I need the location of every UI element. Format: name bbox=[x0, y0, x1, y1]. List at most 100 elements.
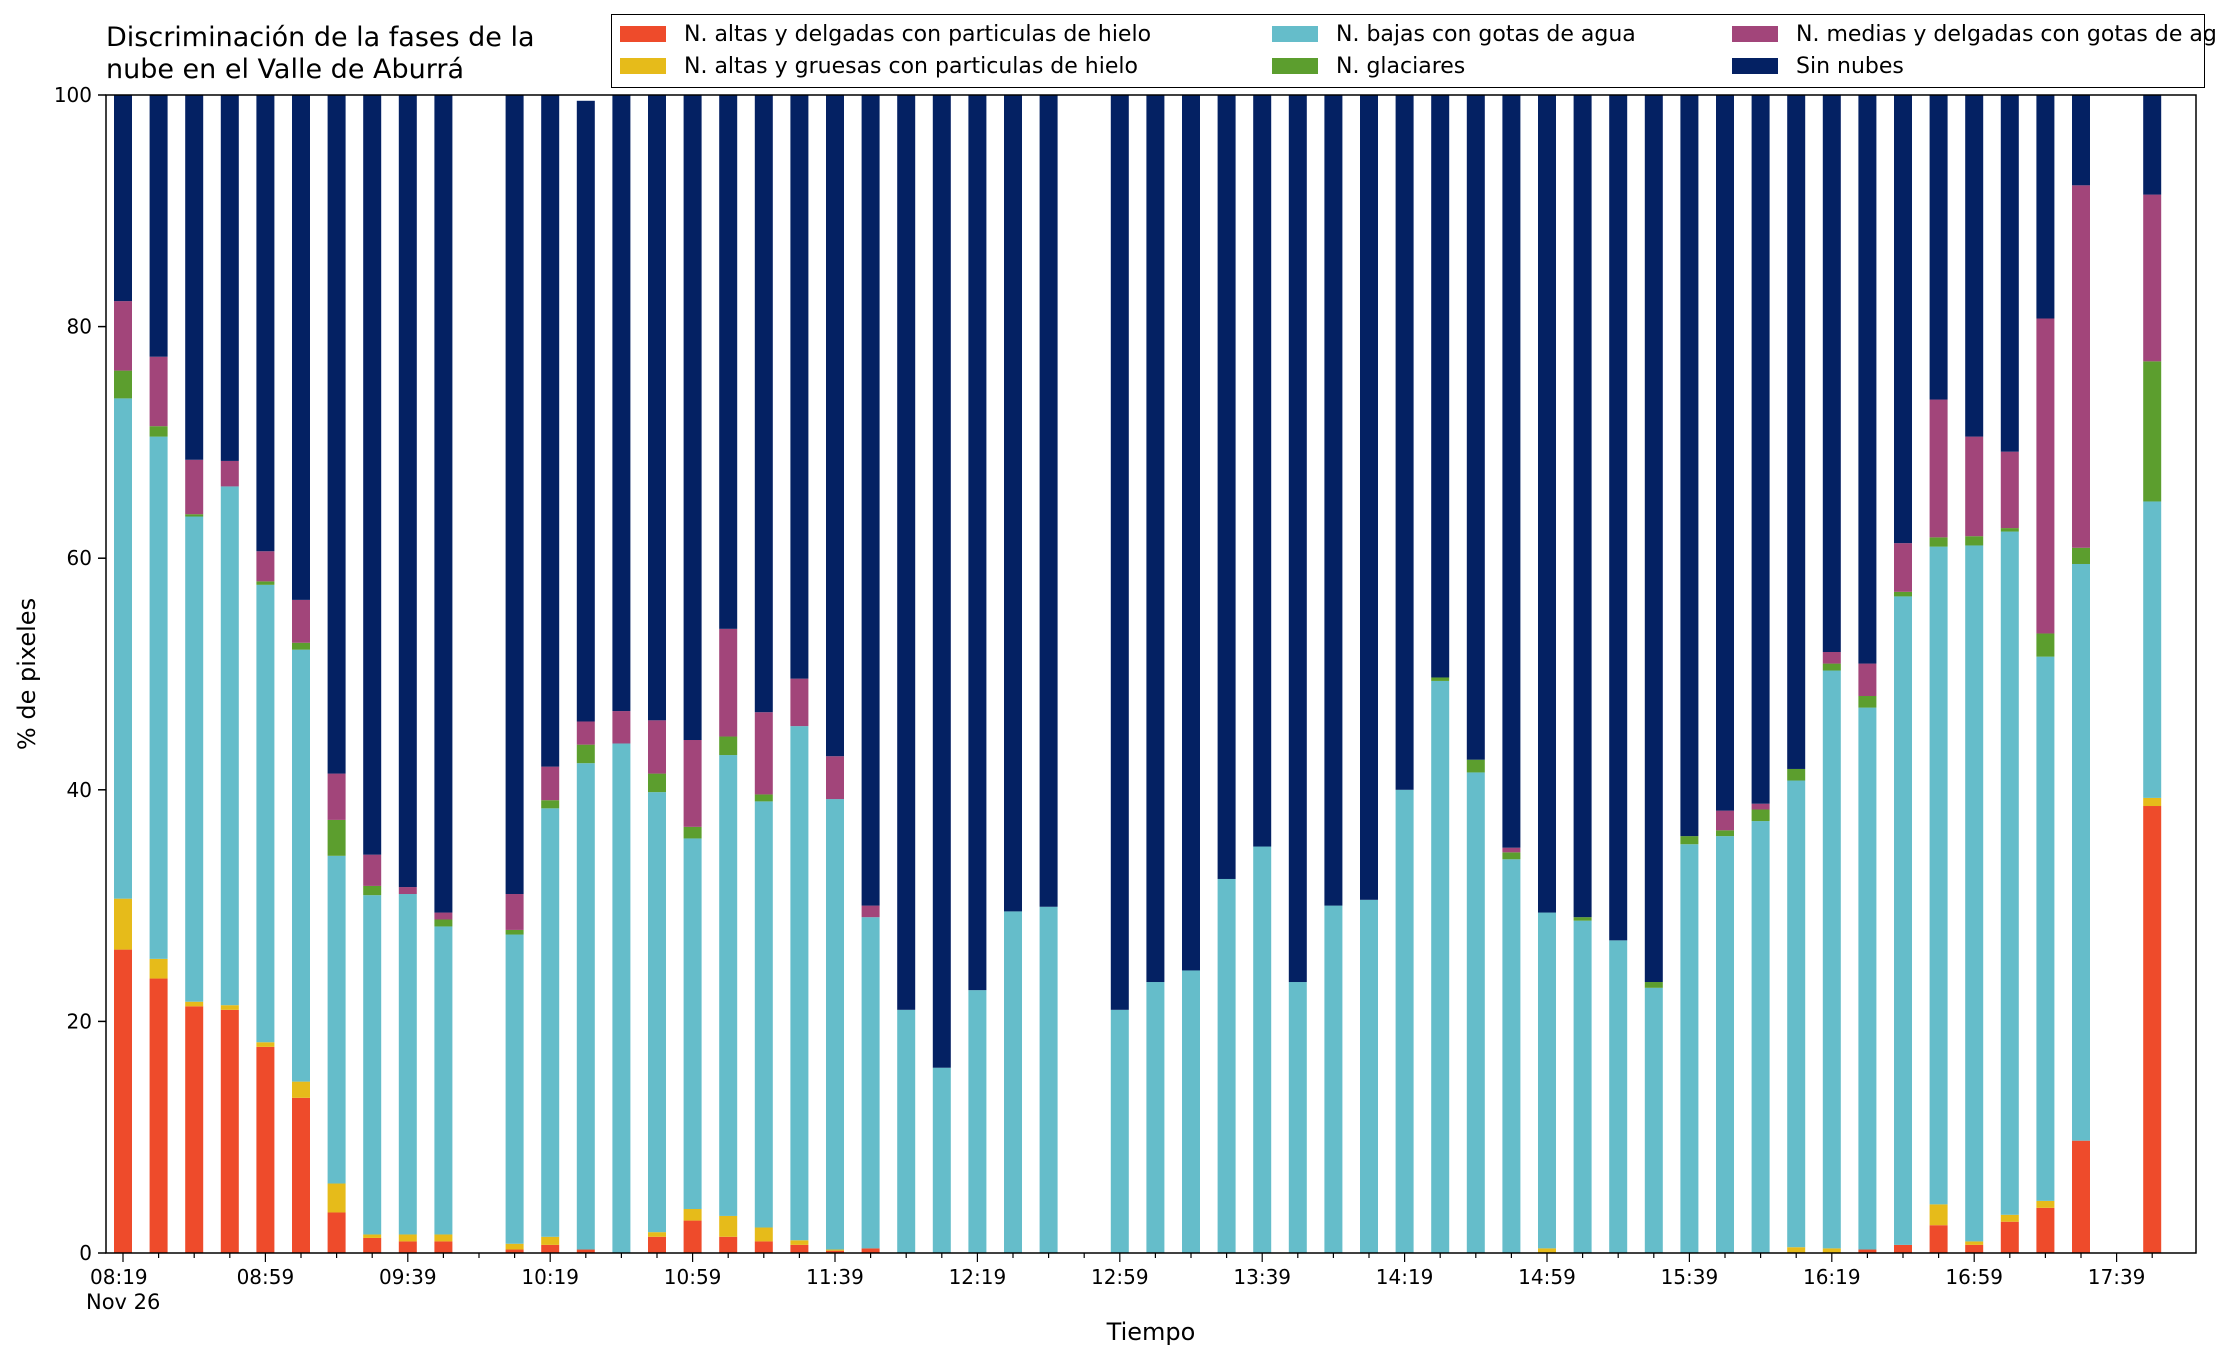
bar-segment-s4-t6 bbox=[327, 773, 346, 820]
bar-segment-s2-t50 bbox=[1894, 596, 1912, 1245]
y-tick-label-40: 40 bbox=[67, 778, 92, 802]
bar-segment-s1-t57 bbox=[2143, 797, 2162, 807]
legend-item-1: N. altas y gruesas con particulas de hie… bbox=[620, 51, 1138, 81]
bar-segment-s2-t47 bbox=[1787, 780, 1806, 1248]
bar-segment-s0-t7 bbox=[363, 1237, 382, 1253]
bar-segment-s1-t6 bbox=[327, 1183, 346, 1213]
legend-label-4: N. medias y delgadas con gotas de agua bbox=[1796, 21, 2216, 47]
bar-segment-s0-t4 bbox=[256, 1046, 275, 1253]
bar-segment-s1-t12 bbox=[541, 1236, 560, 1245]
legend-item-4: N. medias y delgadas con gotas de agua bbox=[1732, 19, 2216, 49]
bar-segment-s2-t39 bbox=[1502, 859, 1521, 1253]
bar-segment-s1-t17 bbox=[719, 1215, 738, 1237]
bar-segment-s1-t2 bbox=[185, 1001, 204, 1007]
bar-segment-s1-t19 bbox=[790, 1240, 809, 1245]
bar-segment-s2-t41 bbox=[1573, 920, 1592, 1253]
x-tick-label-08:19: 08:19 bbox=[90, 1265, 148, 1289]
bar-segment-s1-t5 bbox=[292, 1081, 310, 1098]
bar-segment-s5-t39 bbox=[1502, 95, 1521, 848]
bar-segment-s3-t47 bbox=[1787, 768, 1806, 781]
bar-segment-s0-t49 bbox=[1858, 1249, 1877, 1253]
x-tick-label-17:39: 17:39 bbox=[2088, 1265, 2146, 1289]
bar-segment-s4-t46 bbox=[1751, 803, 1770, 810]
bar-segment-s5-t4 bbox=[256, 95, 275, 552]
bar-segment-s4-t15 bbox=[648, 720, 666, 774]
legend-swatch-0 bbox=[620, 26, 666, 42]
bar-segment-s0-t3 bbox=[220, 1009, 239, 1253]
y-tick-label-100: 100 bbox=[54, 83, 92, 107]
bar-segment-s2-t30 bbox=[1182, 970, 1200, 1253]
bar-segment-s1-t48 bbox=[1822, 1248, 1841, 1253]
bar-segment-s2-t28 bbox=[1110, 1009, 1129, 1253]
bar-segment-s5-t18 bbox=[754, 95, 773, 713]
bar-segment-s5-t46 bbox=[1751, 95, 1770, 804]
bar-segment-s2-t8 bbox=[398, 894, 417, 1235]
bar-segment-s2-t24 bbox=[968, 990, 987, 1253]
bar-segment-s5-t48 bbox=[1822, 95, 1841, 652]
bar-segment-s4-t57 bbox=[2143, 194, 2162, 362]
bar-segment-s0-t50 bbox=[1894, 1244, 1912, 1253]
plot-frame bbox=[105, 94, 2197, 1254]
bar-segment-s4-t54 bbox=[2036, 318, 2055, 634]
bar-segment-s4-t51 bbox=[1929, 399, 1948, 538]
bar-segment-s3-t11 bbox=[505, 929, 524, 935]
bar-segment-s5-t26 bbox=[1039, 95, 1058, 907]
bar-segment-s2-t29 bbox=[1146, 982, 1165, 1253]
bar-segment-s4-t52 bbox=[1965, 436, 1984, 537]
x-tick-label-14:19: 14:19 bbox=[1376, 1265, 1434, 1289]
bar-segment-s2-t33 bbox=[1288, 982, 1307, 1253]
bar-segment-s3-t38 bbox=[1466, 759, 1485, 773]
bar-segment-s3-t16 bbox=[683, 826, 702, 839]
bar-segment-s2-t21 bbox=[861, 917, 880, 1249]
bar-segment-s5-t6 bbox=[327, 95, 346, 774]
bar-segment-s2-t16 bbox=[683, 838, 702, 1209]
bar-segment-s0-t11 bbox=[505, 1249, 524, 1253]
bar-segment-s2-t42 bbox=[1609, 940, 1628, 1253]
x-axis: 08:19 08:59 09:39 10:19 10:59 11:39 12:19 12:59… bbox=[90, 1253, 2153, 1289]
bar-segment-s2-t34 bbox=[1324, 905, 1343, 1253]
x-tick-label-09:39: 09:39 bbox=[379, 1265, 437, 1289]
bar-segment-s5-t23 bbox=[932, 95, 951, 1068]
bar-segment-s2-t22 bbox=[897, 1009, 916, 1253]
bar-segment-s2-t31 bbox=[1217, 878, 1236, 1253]
bar-segment-s0-t15 bbox=[648, 1236, 666, 1253]
bar-segment-s3-t57 bbox=[2143, 361, 2162, 502]
bar-segment-s3-t45 bbox=[1716, 830, 1734, 837]
bar-segment-s0-t5 bbox=[292, 1097, 310, 1253]
bar-segment-s3-t49 bbox=[1858, 696, 1877, 708]
bar-segment-s4-t5 bbox=[292, 599, 310, 643]
bar-segment-s5-t45 bbox=[1716, 95, 1734, 811]
bar-segment-s4-t3 bbox=[220, 460, 239, 487]
bar-segment-s5-t2 bbox=[185, 95, 204, 460]
bar-segment-s5-t15 bbox=[648, 95, 666, 721]
bar-segment-s2-t53 bbox=[2000, 531, 2019, 1215]
bar-segment-s0-t55 bbox=[2072, 1140, 2090, 1253]
bar-segment-s5-t22 bbox=[897, 95, 916, 1010]
bar-segment-s4-t16 bbox=[683, 740, 702, 827]
bar-segment-s1-t52 bbox=[1965, 1241, 1984, 1245]
bar-segment-s2-t35 bbox=[1360, 899, 1378, 1253]
bar-segment-s2-t26 bbox=[1039, 906, 1058, 1253]
bar-segment-s2-t46 bbox=[1751, 821, 1770, 1253]
legend-item-2: N. bajas con gotas de agua bbox=[1272, 19, 1636, 49]
bar-segment-s5-t34 bbox=[1324, 95, 1343, 906]
bar-segment-s4-t20 bbox=[826, 756, 844, 800]
legend-swatch-1 bbox=[620, 58, 666, 74]
bar-segment-s5-t17 bbox=[719, 95, 738, 629]
bar-segment-s2-t49 bbox=[1858, 707, 1877, 1250]
bar-segment-s0-t16 bbox=[683, 1220, 702, 1253]
bar-segment-s2-t36 bbox=[1395, 789, 1414, 1253]
bar-segment-s5-t54 bbox=[2036, 95, 2055, 319]
bar-segment-s2-t14 bbox=[612, 743, 631, 1253]
x-tick-label-08:59: 08:59 bbox=[237, 1265, 295, 1289]
bar-segment-s2-t37 bbox=[1431, 680, 1450, 1253]
bar-segment-s5-t37 bbox=[1431, 95, 1450, 678]
bar-segment-s0-t2 bbox=[185, 1006, 204, 1253]
bar-segment-s5-t1 bbox=[149, 95, 168, 357]
bar-segment-s4-t50 bbox=[1894, 543, 1912, 592]
bar-segment-s5-t57 bbox=[2143, 95, 2162, 195]
bar-segment-s2-t11 bbox=[505, 934, 524, 1244]
bar-segment-s5-t47 bbox=[1787, 95, 1806, 769]
bar-segment-s5-t29 bbox=[1146, 95, 1165, 983]
x-tick-label-12:19: 12:19 bbox=[949, 1265, 1007, 1289]
